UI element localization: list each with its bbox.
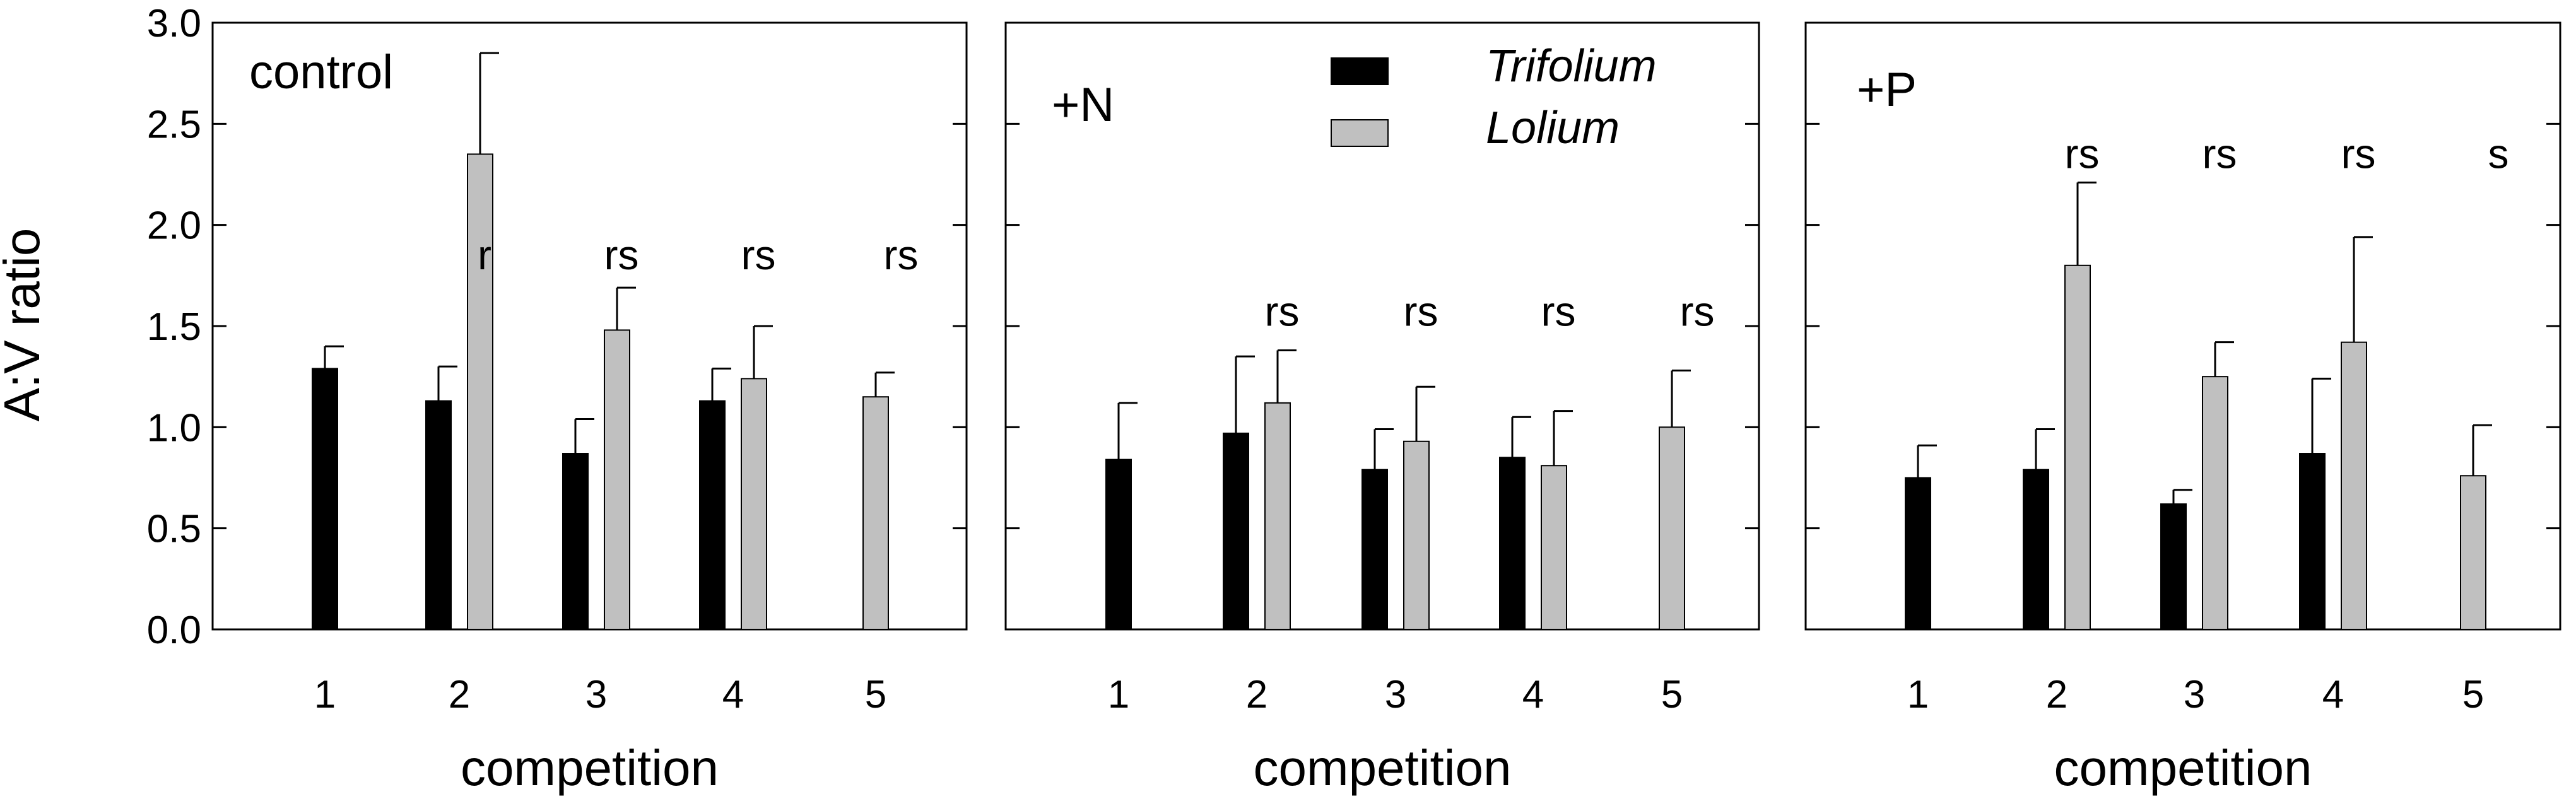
panel-label: +P — [1857, 63, 1917, 117]
chart-panel: 1 2 3 4 5 rs rs rs rs +N competition — [1004, 21, 1760, 796]
bar — [2299, 453, 2326, 631]
bar — [1403, 440, 1430, 631]
x-tick-label: 3 — [585, 673, 607, 716]
x-tick-label: 1 — [1108, 673, 1129, 716]
x-tick-label: 5 — [1661, 673, 1683, 716]
y-tick-label: 2.5 — [147, 103, 201, 146]
bar — [741, 378, 767, 631]
x-tick-label: 5 — [865, 673, 886, 716]
x-tick-label: 1 — [1907, 673, 1929, 716]
y-tick-label: 3.0 — [147, 2, 201, 45]
significance-label: rs — [1265, 288, 1300, 335]
bar — [1499, 457, 1526, 631]
bar — [312, 368, 338, 631]
significance-label: s — [2488, 130, 2509, 177]
bar — [2460, 475, 2486, 630]
panel-label: control — [249, 45, 393, 99]
y-tick-label: 0.5 — [147, 508, 201, 551]
x-tick-label: 3 — [1385, 673, 1406, 716]
bar — [1264, 402, 1291, 630]
bar — [1659, 426, 1685, 630]
chart-panels: 0.0 0.5 1.0 1.5 2.0 2.5 3.0 1 2 3 4 5 r rs rs rs control… — [147, 2, 2561, 796]
significance-label: rs — [604, 231, 639, 278]
x-tick-label: 2 — [2046, 673, 2067, 716]
significance-label: rs — [1541, 288, 1576, 335]
bar — [1105, 458, 1132, 630]
y-axis-title: A:V ratio — [0, 228, 50, 422]
y-tick-label: 1.0 — [147, 406, 201, 450]
bar — [467, 153, 493, 630]
x-tick-label: 4 — [2322, 673, 2344, 716]
y-tick-label: 1.5 — [147, 305, 201, 349]
bar — [862, 396, 889, 630]
significance-label: rs — [1680, 288, 1715, 335]
panel-label: +N — [1052, 78, 1114, 132]
bar — [2160, 503, 2187, 630]
x-tick-label: 3 — [2184, 673, 2205, 716]
significance-label: r — [478, 231, 491, 278]
bar — [562, 453, 589, 631]
bar — [2341, 341, 2367, 630]
x-axis-title: competition — [1253, 740, 1511, 796]
legend-swatch — [1331, 119, 1389, 147]
significance-label: rs — [2203, 130, 2237, 177]
bar — [2064, 264, 2091, 630]
chart-panel: 0.0 0.5 1.0 1.5 2.0 2.5 3.0 1 2 3 4 5 r rs rs rs control… — [147, 2, 968, 796]
x-axis-title: competition — [461, 740, 719, 796]
bar — [2202, 376, 2228, 631]
bar — [1223, 432, 1249, 630]
x-tick-label: 4 — [722, 673, 744, 716]
x-axis-title: competition — [2054, 740, 2312, 796]
legend-label: Lolium — [1486, 103, 1620, 153]
x-tick-label: 5 — [2462, 673, 2484, 716]
x-tick-label: 2 — [449, 673, 470, 716]
x-tick-label: 2 — [1246, 673, 1267, 716]
significance-label: rs — [1404, 288, 1438, 335]
bar — [604, 329, 630, 630]
bar — [1905, 477, 1931, 630]
bar — [1541, 465, 1567, 630]
x-tick-label: 4 — [1522, 673, 1544, 716]
significance-label: rs — [884, 231, 919, 278]
chart-legend: Trifolium Lolium — [1331, 41, 1657, 153]
y-tick-label: 2.0 — [147, 204, 201, 248]
legend-swatch — [1331, 57, 1389, 85]
significance-label: rs — [2065, 130, 2100, 177]
significance-label: rs — [741, 231, 776, 278]
chart-panel: 1 2 3 4 5 rs rs rs s +P competition — [1804, 21, 2561, 796]
y-tick-label: 0.0 — [147, 609, 201, 652]
bar — [699, 400, 726, 630]
bar — [425, 400, 452, 630]
legend-label: Trifolium — [1486, 41, 1657, 91]
x-tick-label: 1 — [314, 673, 336, 716]
bar — [1362, 469, 1388, 630]
significance-label: rs — [2341, 130, 2376, 177]
bar — [2023, 469, 2049, 630]
